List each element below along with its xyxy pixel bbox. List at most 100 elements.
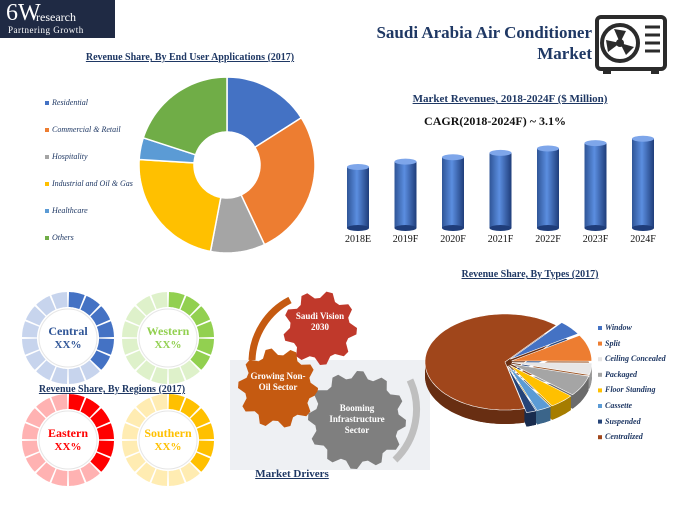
- ring-segment: [190, 306, 211, 326]
- chart-title: Revenue Share, By Regions (2017): [38, 384, 186, 395]
- ring-segment: [68, 366, 85, 384]
- legend-marker: [598, 326, 602, 330]
- chart-title: Market Revenues, 2018-2024F ($ Million): [412, 93, 608, 105]
- ring-segment: [151, 468, 168, 486]
- ring-segment: [80, 462, 100, 483]
- ring-segment: [22, 423, 40, 440]
- legend-label: Ceiling Concealed: [605, 354, 666, 364]
- pie-slice: [510, 322, 579, 360]
- legend-marker: [598, 357, 602, 362]
- pie-side: [526, 410, 536, 427]
- legend-label: Floor Standing: [605, 385, 656, 395]
- ring-segment: [168, 468, 185, 486]
- legend-marker: [45, 209, 49, 213]
- ring-segment: [51, 468, 68, 486]
- ring-segment: [136, 360, 156, 381]
- ring-segment: [136, 397, 156, 418]
- logo-box: [0, 0, 115, 38]
- ring-segment: [168, 366, 185, 384]
- region-value: XX%: [54, 339, 82, 351]
- x-tick-label: 2018E: [344, 234, 372, 245]
- ring-segment: [196, 321, 214, 338]
- donut-slice: [142, 76, 228, 156]
- legend-marker: [598, 435, 602, 440]
- ring-segment: [136, 295, 156, 316]
- ring-segment: [151, 394, 168, 412]
- ring-segment: [180, 295, 200, 316]
- ring-segment: [122, 338, 140, 355]
- ring-segment: [51, 366, 68, 384]
- ring-segment: [90, 306, 111, 326]
- legend-label: Residential: [52, 98, 88, 107]
- ring-segment: [151, 292, 168, 310]
- legend-marker: [45, 101, 49, 105]
- ring-segment: [25, 408, 46, 428]
- legend-label: Healthcare: [52, 206, 88, 215]
- donut-slice: [138, 158, 222, 253]
- ring-segment: [80, 397, 100, 418]
- region-value: XX%: [154, 441, 182, 453]
- ring-segment: [96, 338, 114, 355]
- ring-segment: [36, 462, 56, 483]
- ring-segment: [68, 468, 85, 486]
- gear: [283, 291, 357, 365]
- pie-slice: [511, 362, 593, 376]
- ring-segment: [68, 292, 85, 310]
- legend-label: Split: [605, 338, 621, 348]
- ring-segment: [151, 366, 168, 384]
- legend-marker: [598, 419, 602, 424]
- x-tick-label: 2020F: [440, 234, 466, 245]
- ring-segment: [196, 440, 214, 457]
- ring-segment: [125, 452, 146, 472]
- ring-segment: [25, 306, 46, 326]
- legend-marker: [45, 182, 49, 186]
- bar: [489, 152, 512, 228]
- bar: [394, 161, 417, 228]
- x-tick-label: 2024F: [630, 234, 656, 245]
- bar-base: [632, 225, 654, 231]
- legend-label: Hospitality: [52, 152, 88, 161]
- pie-slice: [509, 364, 572, 407]
- chart-subtitle: CAGR(2018-2024F) ~ 3.1%: [424, 114, 566, 128]
- legend-marker: [598, 341, 602, 346]
- ring-segment: [122, 440, 140, 457]
- ac-icon: [595, 15, 667, 74]
- bar: [632, 138, 654, 228]
- region-name: Southern: [144, 426, 192, 440]
- ring-segment: [80, 360, 100, 381]
- ring-segment: [125, 350, 146, 370]
- bar-cap: [394, 158, 417, 165]
- ring-center: [38, 308, 98, 368]
- ring-segment: [190, 452, 211, 472]
- bar-cap: [584, 140, 607, 147]
- ring-segment: [51, 394, 68, 412]
- x-tick-label: 2019F: [392, 234, 419, 245]
- chart-title: Revenue Share, By End User Applications …: [85, 52, 295, 63]
- ring-segment: [125, 306, 146, 326]
- ring-segment: [96, 423, 114, 440]
- ring-segment: [68, 394, 85, 412]
- bar-base: [537, 225, 559, 231]
- legend-marker: [598, 372, 602, 377]
- pie-slice: [511, 363, 590, 396]
- pie-slice: [511, 335, 592, 362]
- region-name: Eastern: [48, 426, 88, 440]
- pie-side: [552, 396, 571, 420]
- pie-side: [425, 362, 525, 424]
- pie-side: [537, 406, 551, 425]
- legend-label: Centralized: [605, 432, 643, 442]
- ring-segment: [25, 350, 46, 370]
- legend-label: Suspended: [605, 416, 641, 426]
- ring-center: [138, 308, 198, 368]
- x-tick-label: 2021F: [487, 234, 514, 245]
- ring-segment: [190, 408, 211, 428]
- ring-segment: [90, 408, 111, 428]
- ring-segment: [96, 440, 114, 457]
- ring-segment: [168, 394, 185, 412]
- ring-segment: [22, 440, 40, 457]
- ring-segment: [36, 295, 56, 316]
- ring-segment: [90, 452, 111, 472]
- pie-slice: [506, 365, 537, 413]
- ring-segment: [125, 408, 146, 428]
- legend-label: Others: [52, 233, 74, 242]
